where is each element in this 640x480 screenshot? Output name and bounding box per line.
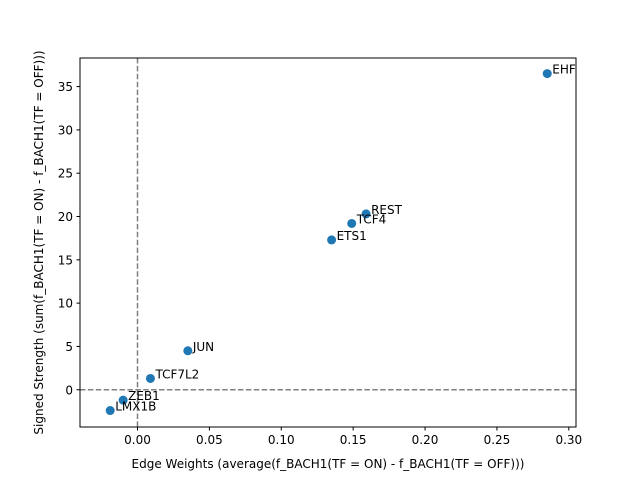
y-tick-label: 30 — [58, 123, 73, 137]
x-axis-ticks: 0.00 0.05 0.10 0.15 0.20 0.25 0.30 — [124, 427, 582, 447]
plot-area-frame — [79, 57, 577, 428]
y-tick-label: 0 — [65, 383, 73, 397]
y-tick-label: 10 — [58, 297, 73, 311]
y-tick-label: 35 — [58, 80, 73, 94]
data-point — [118, 395, 128, 405]
reference-lines — [80, 58, 576, 427]
x-tick-label: 0.05 — [196, 433, 223, 447]
data-point — [183, 346, 193, 356]
y-tick-label: 5 — [65, 340, 73, 354]
data-points — [105, 69, 552, 416]
point-label: REST — [371, 203, 403, 217]
point-label: LMX1B — [115, 400, 156, 414]
x-tick-label: 0.30 — [555, 433, 582, 447]
x-tick-label: 0.15 — [340, 433, 367, 447]
data-point — [105, 406, 115, 416]
y-axis-ticks: 0 5 10 15 20 25 30 35 — [58, 80, 80, 397]
data-point — [542, 69, 552, 79]
data-point — [361, 209, 371, 219]
y-tick-label: 25 — [58, 167, 73, 181]
data-point — [327, 235, 337, 245]
point-label: TCF4 — [356, 212, 387, 226]
x-tick-label: 0.20 — [412, 433, 439, 447]
x-tick-label: 0.25 — [484, 433, 511, 447]
data-point — [347, 218, 357, 228]
point-label: JUN — [192, 340, 214, 354]
x-axis-label: Edge Weights (average(f_BACH1(TF = ON) -… — [132, 457, 525, 471]
point-label: EHF — [552, 63, 576, 77]
y-axis-label: Signed Strength (sum(f_BACH1(TF = ON) - … — [32, 50, 46, 434]
x-tick-label: 0.00 — [124, 433, 151, 447]
point-label: ZEB1 — [128, 389, 160, 403]
y-tick-label: 20 — [58, 210, 73, 224]
point-label: TCF7L2 — [154, 367, 199, 381]
data-point — [145, 373, 155, 383]
point-label: ETS1 — [337, 229, 367, 243]
x-tick-label: 0.10 — [268, 433, 295, 447]
y-tick-label: 15 — [58, 253, 73, 267]
